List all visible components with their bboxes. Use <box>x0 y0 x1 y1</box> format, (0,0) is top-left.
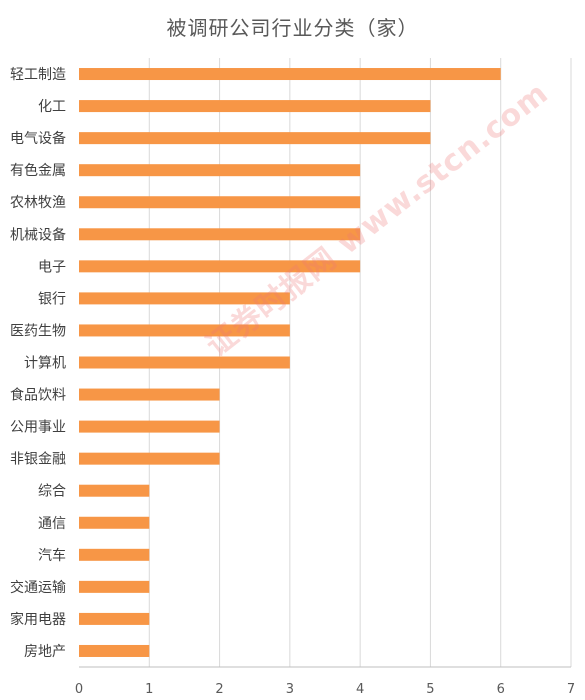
x-tick-label: 0 <box>75 682 83 697</box>
bar <box>79 548 150 561</box>
x-tick-labels: 0 1 2 3 4 5 6 7 <box>75 682 575 697</box>
chart-title: 被调研公司行业分类（家） <box>166 16 419 40</box>
bar <box>79 100 431 113</box>
category-label: 银行 <box>38 291 66 307</box>
category-label: 化工 <box>38 99 66 115</box>
bar <box>79 196 361 209</box>
x-tick-label: 3 <box>286 682 294 697</box>
bar <box>79 452 220 465</box>
bar <box>79 612 150 625</box>
x-tick-label: 5 <box>426 682 434 697</box>
category-label: 房地产 <box>24 644 66 660</box>
bar <box>79 164 361 177</box>
category-label: 电子 <box>38 259 66 275</box>
bars <box>79 68 501 657</box>
x-tick-label: 7 <box>567 682 575 697</box>
bar <box>79 292 290 305</box>
category-label: 汽车 <box>38 547 66 564</box>
category-label: 有色金属 <box>10 162 66 179</box>
category-label: 医药生物 <box>10 323 66 339</box>
category-label: 公用事业 <box>10 420 66 436</box>
category-label: 机械设备 <box>10 226 66 243</box>
bar <box>79 228 361 241</box>
bar <box>79 516 150 529</box>
category-labels: 轻工制造化工电气设备有色金属农林牧渔机械设备电子银行医药生物计算机食品饮料公用事… <box>10 67 66 660</box>
bar <box>79 580 150 593</box>
bar <box>79 484 150 497</box>
bar <box>79 644 150 657</box>
category-label: 家用电器 <box>10 611 66 628</box>
x-tick-label: 6 <box>497 682 505 697</box>
x-tick-label: 1 <box>145 682 153 697</box>
bar <box>79 324 290 337</box>
bar <box>79 356 290 369</box>
category-label: 电气设备 <box>10 130 66 147</box>
bar <box>79 132 431 145</box>
category-label: 综合 <box>38 484 66 500</box>
category-label: 计算机 <box>24 356 66 372</box>
category-label: 非银金融 <box>10 452 66 468</box>
category-label: 农林牧渔 <box>10 195 66 211</box>
category-label: 通信 <box>38 516 66 532</box>
category-label: 食品饮料 <box>10 387 66 404</box>
bar <box>79 420 220 433</box>
bar <box>79 260 361 273</box>
bar <box>79 388 220 401</box>
x-tick-label: 4 <box>356 682 364 697</box>
category-label: 轻工制造 <box>10 67 66 83</box>
x-tick-label: 2 <box>215 682 223 697</box>
bar <box>79 68 501 81</box>
category-label: 交通运输 <box>10 579 66 596</box>
